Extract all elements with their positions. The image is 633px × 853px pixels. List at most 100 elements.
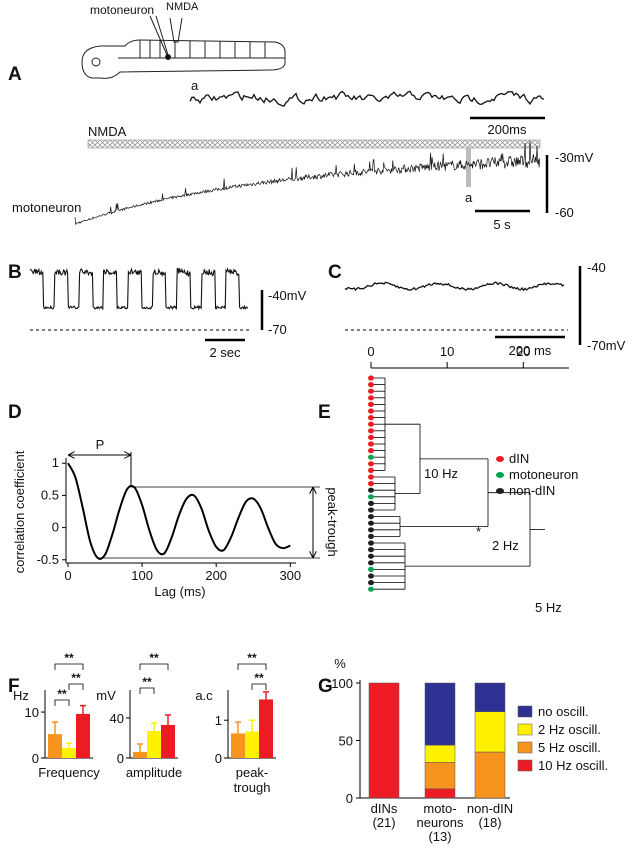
legend-swatch [496, 472, 504, 478]
scale-label: -40mV [268, 288, 307, 303]
bar [245, 731, 259, 758]
y-tick-label: 1 [52, 455, 59, 470]
legend-label: motoneuron [509, 467, 578, 482]
bar [147, 731, 161, 758]
x-tick-label: (21) [372, 815, 395, 830]
leaf [368, 573, 374, 579]
legend-label: no oscill. [538, 704, 589, 719]
bar [259, 699, 273, 758]
panel-label: D [8, 402, 22, 423]
legend-swatch [496, 456, 504, 462]
unit-label: mV [96, 688, 116, 703]
leaf [368, 500, 374, 506]
scale-label: -60 [555, 205, 574, 220]
drug-bar [87, 139, 541, 149]
x-tick-label: 0 [367, 344, 374, 359]
bar [161, 725, 175, 758]
panel-label: A [8, 64, 22, 85]
x-tick-label: 200 [205, 568, 227, 583]
x-axis-label: peak- [236, 765, 269, 780]
x-tick-label: non-dIN [467, 801, 513, 816]
schematic-drug: NMDA [166, 1, 199, 13]
trace [74, 140, 541, 226]
significance-bracket [68, 683, 84, 690]
cluster-label: 5 Hz [535, 600, 562, 615]
x-tick-label: 300 [279, 568, 301, 583]
leaf [368, 580, 374, 586]
bar-segment [424, 682, 456, 746]
y-tick-label: 0.5 [41, 487, 59, 502]
leaf [368, 481, 374, 487]
bar-segment [368, 682, 400, 799]
leaf [368, 428, 374, 434]
scale-label: -40 [587, 260, 606, 275]
leaf [368, 461, 374, 467]
leaf [368, 441, 374, 447]
significance: ** [71, 671, 81, 685]
leaf [368, 586, 374, 592]
y-tick-label: 50 [339, 734, 353, 749]
y-tick-label: 10 [25, 705, 39, 720]
unit-label: Hz [13, 688, 29, 703]
legend-swatch [496, 488, 504, 494]
bar [76, 713, 90, 758]
y-tick-label: 0 [117, 751, 124, 766]
x-tick-label: 100 [131, 568, 153, 583]
cluster-label: 2 Hz [492, 538, 519, 553]
significance: * [476, 524, 481, 539]
y-tick-label: 0 [52, 520, 59, 535]
leaf [368, 408, 374, 414]
x-tick-label: 0 [64, 568, 71, 583]
scale-label: -70mV [587, 338, 626, 353]
x-tick-label: 10 [440, 344, 454, 359]
bar-segment [424, 762, 456, 790]
leaf [368, 401, 374, 407]
leaf [368, 434, 374, 440]
inset-window [466, 147, 471, 187]
legend-label: dIN [509, 451, 529, 466]
leaf [368, 514, 374, 520]
scale-label: 200ms [487, 122, 527, 137]
bar-segment [424, 788, 456, 799]
schematic [81, 15, 286, 79]
trace [29, 267, 249, 311]
leaf [368, 533, 374, 540]
trace-marker: a [465, 190, 473, 205]
leaf [368, 388, 374, 394]
y-tick-label: 0 [346, 791, 353, 806]
leaf [368, 520, 374, 526]
leaf [368, 415, 374, 421]
scale-label: 5 s [493, 217, 511, 232]
x-axis-label: Frequency [38, 765, 100, 780]
leaf [368, 421, 374, 427]
trace-label: motoneuron [12, 200, 81, 215]
unit-label: a.c [195, 688, 213, 703]
leaf [368, 474, 374, 480]
significance: ** [57, 687, 67, 701]
trace [189, 90, 545, 107]
x-tick-label: dINs [371, 801, 398, 816]
significance-bracket [237, 663, 267, 670]
legend-label: non-dIN [509, 483, 555, 498]
y-tick-label: 0 [215, 751, 222, 766]
panel-label: E [318, 402, 331, 423]
bar-segment [474, 682, 506, 712]
significance: ** [247, 651, 257, 665]
bar-segment [474, 711, 506, 753]
leaf [368, 454, 374, 460]
leaf [368, 540, 374, 546]
scale-label: 200 ms [509, 343, 552, 358]
annotation: peak-trough [325, 487, 340, 556]
leaf [368, 395, 374, 401]
legend-label: 2 Hz oscill. [538, 722, 601, 737]
leaf [368, 553, 374, 559]
correlation-curve [67, 462, 291, 560]
significance: ** [254, 671, 264, 685]
leaf [368, 375, 374, 381]
annotation: P [96, 437, 105, 452]
panel-label: B [8, 262, 22, 283]
x-axis-label: trough [234, 780, 271, 795]
x-tick-label: 20 [516, 344, 530, 359]
leaf [368, 560, 374, 566]
